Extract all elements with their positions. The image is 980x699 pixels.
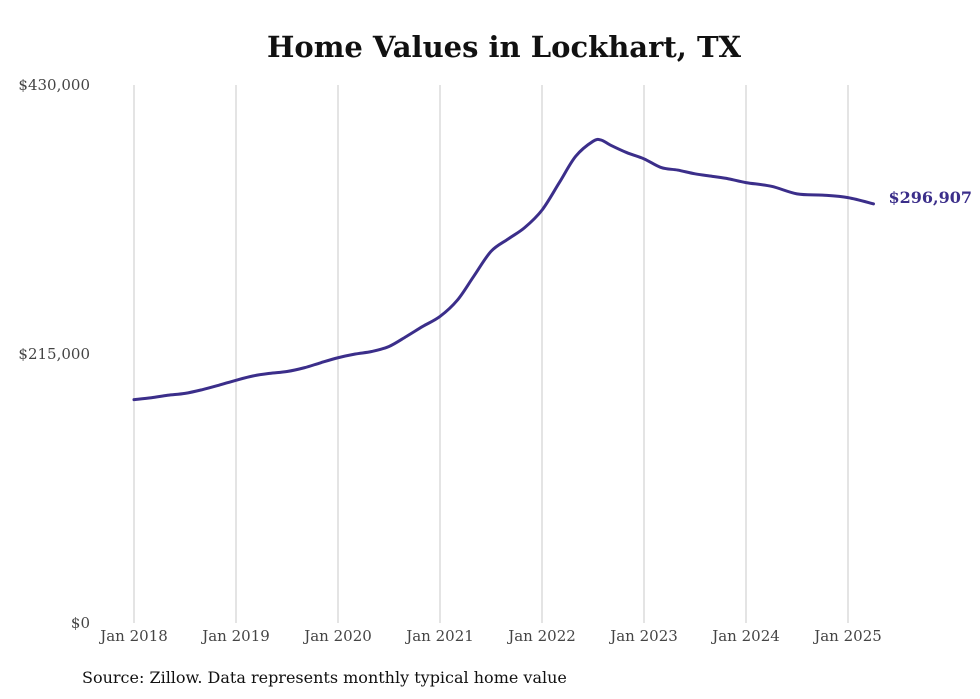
end-value-label: $296,907 [889, 188, 973, 207]
series-line [132, 137, 875, 402]
y-axis-ticks: $0 $215,000 $430,000 [18, 76, 90, 632]
x-tick-label: Jan 2023 [608, 627, 678, 645]
x-tick-label: Jan 2021 [404, 627, 474, 645]
x-axis-ticks: Jan 2018 Jan 2019 Jan 2020 Jan 2021 Jan 2022… [98, 627, 882, 645]
grid-lines [133, 85, 849, 623]
chart-title: Home Values in Lockhart, TX [266, 30, 742, 64]
y-tick-label: $430,000 [18, 76, 90, 94]
x-tick-label: Jan 2025 [812, 627, 882, 645]
series-layer [132, 137, 875, 402]
x-tick-label: Jan 2019 [200, 627, 270, 645]
x-tick-label: Jan 2022 [506, 627, 576, 645]
y-tick-label: $215,000 [18, 345, 90, 363]
x-tick-label: Jan 2024 [710, 627, 780, 645]
x-tick-label: Jan 2020 [302, 627, 372, 645]
source-note: Source: Zillow. Data represents monthly … [82, 668, 567, 687]
y-tick-label: $0 [71, 614, 90, 632]
x-tick-label: Jan 2018 [98, 627, 168, 645]
